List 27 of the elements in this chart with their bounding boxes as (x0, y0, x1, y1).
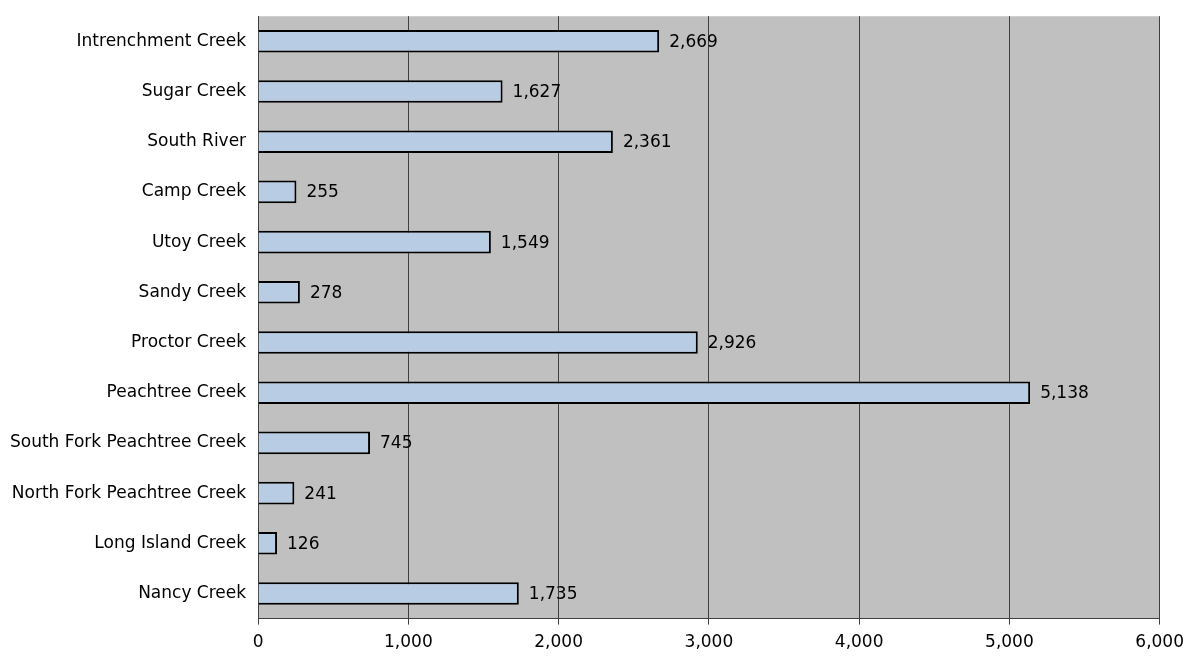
x-tick-label: 0 (252, 631, 264, 652)
data-label: 255 (306, 181, 339, 202)
y-tick-label: Peachtree Creek (106, 381, 247, 402)
data-label: 126 (287, 532, 320, 553)
data-label: 278 (309, 281, 343, 302)
y-tick-label: Camp Creek (141, 180, 247, 201)
y-tick-label: Nancy Creek (138, 581, 247, 602)
y-tick-label: Sugar Creek (141, 79, 247, 100)
x-tick-label: 4,000 (834, 631, 884, 652)
data-label: 2,361 (622, 131, 672, 152)
y-tick-label: South Fork Peachtree Creek (9, 431, 247, 452)
data-label: 5,138 (1040, 382, 1089, 403)
y-tick-label: Sandy Creek (138, 280, 247, 301)
x-tick-label: 2,000 (534, 631, 583, 652)
data-label: 241 (304, 482, 337, 503)
x-tick-label: 5,000 (985, 631, 1034, 652)
data-label: 1,549 (500, 231, 550, 252)
x-tick-label: 6,000 (1135, 631, 1184, 652)
y-tick-label: Proctor Creek (131, 330, 247, 351)
y-tick-label: Long Island Creek (94, 531, 247, 552)
y-tick-label: North Fork Peachtree Creek (11, 481, 247, 502)
y-tick-label: Intrenchment Creek (76, 29, 247, 50)
data-label: 2,926 (707, 331, 757, 352)
y-tick-label: Utoy Creek (151, 230, 247, 251)
y-tick-label: South River (147, 130, 247, 151)
x-tick-label: 3,000 (684, 631, 734, 652)
x-tick-label: 1,000 (384, 631, 433, 652)
